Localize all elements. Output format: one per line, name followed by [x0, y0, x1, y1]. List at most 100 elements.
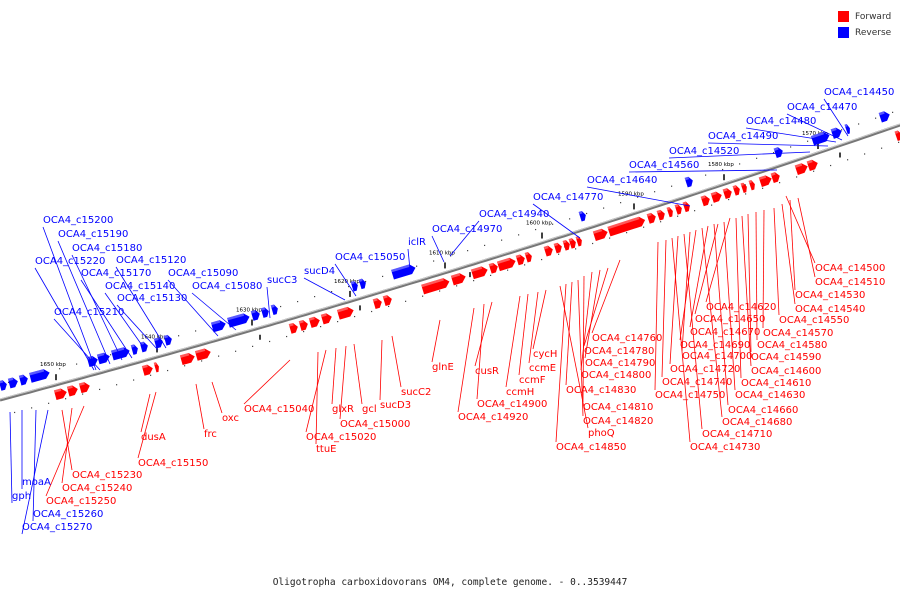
scale-label: 1590 kbp [618, 191, 644, 197]
gene-highlight [710, 191, 717, 196]
gene-arrow [794, 163, 808, 175]
forward-gene [153, 362, 159, 373]
forward-gene [288, 322, 298, 334]
minor-tick [490, 274, 492, 277]
reverse-gene [153, 337, 163, 349]
minor-tick [756, 157, 758, 159]
legend-item-reverse: Reverse [838, 25, 891, 40]
gene-label: gcl [362, 404, 377, 415]
gene-highlight [732, 185, 737, 189]
leader-line [668, 151, 811, 159]
minor-tick [371, 310, 373, 313]
gene-label: OCA4_c14900 [477, 399, 547, 410]
gene-label: ccmH [506, 387, 534, 398]
reverse-gene [830, 127, 842, 139]
minor-tick [569, 218, 571, 220]
forward-gene [894, 130, 900, 142]
gene-label: gph [12, 491, 31, 502]
minor-tick [654, 191, 656, 193]
leader-line [785, 195, 816, 264]
forward-gene [320, 313, 332, 325]
genome-axis-highlight [0, 123, 900, 400]
gene-highlight [227, 313, 245, 321]
forward-gene [179, 352, 195, 366]
gene-arrow [722, 188, 732, 199]
gene-label: sucD3 [380, 400, 411, 411]
gene-arrow [153, 337, 163, 349]
minor-tick [745, 193, 747, 195]
gene-arrow [684, 176, 693, 188]
minor-tick [388, 305, 390, 308]
leader-line [243, 359, 291, 405]
leader-line [745, 127, 837, 143]
genome-caption: Oligotropha carboxidovorans OM4, complet… [272, 577, 628, 588]
minor-tick [762, 187, 764, 189]
leader-line [735, 217, 742, 379]
minor-tick [722, 168, 724, 171]
gene-arrow [53, 388, 67, 400]
minor-tick [252, 345, 254, 347]
gene-label: OCA4_c15220 [35, 256, 105, 267]
reverse-gene [844, 123, 850, 135]
leader-line [713, 223, 729, 406]
leader-line [305, 349, 327, 433]
forward-gene [732, 185, 740, 196]
gene-label: OCA4_c14470 [787, 102, 857, 113]
leader-line [431, 319, 441, 363]
leader-line [353, 343, 363, 405]
gene-arrow [382, 295, 392, 306]
forward-gene [722, 188, 732, 199]
gene-label: OCA4_c14610 [741, 378, 811, 389]
minor-tick [286, 335, 288, 338]
leader-line [723, 221, 736, 391]
gene-label: OCA4_c14760 [592, 333, 662, 344]
gene-label: ccmF [519, 375, 546, 386]
minor-tick [382, 275, 384, 278]
gene-label: OCA4_c14660 [728, 405, 798, 416]
gene-arrow [358, 278, 366, 290]
leader-line [80, 279, 133, 359]
gene-arrow [607, 216, 646, 237]
legend-label-forward: Forward [855, 11, 892, 22]
minor-tick [405, 300, 407, 302]
reverse-gene [578, 210, 586, 222]
minor-tick [847, 159, 849, 161]
leader-line [705, 217, 731, 303]
gene-highlight [270, 304, 275, 308]
gene-label: OCA4_c14630 [735, 390, 805, 401]
gene-highlight [656, 209, 662, 214]
gene-arrow [66, 385, 78, 397]
minor-tick [365, 280, 367, 283]
forward-gene [78, 382, 90, 394]
minor-tick [48, 402, 50, 404]
reverse-gene [684, 176, 693, 188]
gene-arrow [308, 316, 320, 328]
gene-highlight [515, 254, 521, 259]
reverse-gene [29, 369, 50, 383]
minor-tick [875, 117, 877, 119]
label-leader-lines [9, 98, 849, 535]
minor-tick [65, 398, 67, 400]
gene-arrow [758, 175, 772, 188]
minor-tick [830, 164, 832, 167]
minor-tick [31, 407, 33, 409]
gene-label: cusR [475, 366, 499, 377]
leader-line [532, 289, 547, 350]
gene-label: OCA4_c15260 [33, 509, 103, 520]
minor-tick [439, 290, 441, 292]
legend: Forward Reverse [838, 9, 891, 41]
gene-label: oxc [222, 413, 239, 424]
gene-arrow [553, 242, 562, 254]
minor-tick [484, 244, 486, 247]
gene-label: ttuE [316, 444, 337, 455]
reverse-gene [810, 131, 830, 146]
gene-label: moaA [22, 477, 51, 488]
forward-gene [141, 364, 153, 376]
minor-tick [671, 185, 673, 187]
gene-highlight [770, 172, 776, 176]
minor-tick [892, 111, 894, 113]
gene-label: OCA4_c14920 [458, 412, 528, 423]
forward-gene [794, 163, 808, 175]
gene-label: OCA4_c14730 [690, 442, 760, 453]
leader-line [32, 409, 37, 522]
